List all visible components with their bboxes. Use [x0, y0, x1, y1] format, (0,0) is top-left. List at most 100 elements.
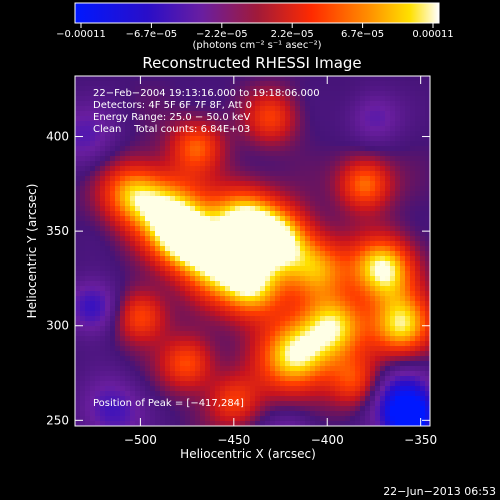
heatmap-cell	[85, 86, 91, 92]
heatmap-cell	[245, 211, 251, 217]
heatmap-cell	[75, 146, 81, 152]
heatmap-cell	[240, 86, 246, 92]
heatmap-cell	[260, 301, 266, 307]
heatmap-cell	[285, 131, 291, 137]
heatmap-cell	[175, 101, 181, 107]
heatmap-cell	[245, 111, 251, 117]
heatmap-cell	[365, 276, 371, 282]
heatmap-cell	[210, 216, 216, 222]
heatmap-cell	[395, 121, 401, 127]
heatmap-cell	[280, 351, 286, 357]
heatmap-cell	[280, 251, 286, 257]
heatmap-cell	[275, 291, 281, 297]
heatmap-cell	[330, 356, 336, 362]
heatmap-cell	[370, 326, 376, 332]
heatmap-cell	[400, 346, 406, 352]
heatmap-cell	[220, 91, 226, 97]
heatmap-cell	[360, 226, 366, 232]
heatmap-cell	[210, 311, 216, 317]
heatmap-cell	[360, 416, 366, 422]
heatmap-cell	[270, 321, 276, 327]
heatmap-cell	[390, 126, 396, 132]
heatmap-cell	[180, 261, 186, 267]
heatmap-cell	[155, 351, 161, 357]
heatmap-cell	[380, 306, 386, 312]
heatmap-cell	[115, 246, 121, 252]
heatmap-cell	[215, 276, 221, 282]
heatmap-cell	[255, 296, 261, 302]
heatmap-cell	[75, 346, 81, 352]
heatmap-cell	[160, 256, 166, 262]
heatmap-cell	[165, 141, 171, 147]
heatmap-cell	[225, 106, 231, 112]
heatmap-cell	[145, 401, 151, 407]
heatmap-cell	[425, 116, 430, 122]
heatmap-cell	[305, 391, 311, 397]
heatmap-cell	[230, 86, 236, 92]
heatmap-cell	[205, 216, 211, 222]
heatmap-cell	[320, 331, 326, 337]
heatmap-cell	[310, 351, 316, 357]
heatmap-cell	[195, 141, 201, 147]
heatmap-cell	[245, 256, 251, 262]
heatmap-cell	[270, 411, 276, 417]
heatmap-cell	[240, 106, 246, 112]
heatmap-cell	[90, 206, 96, 212]
heatmap-cell	[280, 286, 286, 292]
heatmap-cell	[230, 76, 236, 82]
heatmap-cell	[330, 346, 336, 352]
heatmap-cell	[400, 371, 406, 377]
heatmap-cell	[185, 351, 191, 357]
heatmap-cell	[235, 106, 241, 112]
heatmap-cell	[115, 196, 121, 202]
heatmap-cell	[145, 111, 151, 117]
heatmap-cell	[220, 296, 226, 302]
heatmap-cell	[290, 306, 296, 312]
heatmap-cell	[170, 141, 176, 147]
heatmap-cell	[115, 161, 121, 167]
heatmap-cell	[135, 396, 141, 402]
heatmap-cell	[195, 281, 201, 287]
heatmap-cell	[265, 246, 271, 252]
heatmap-cell	[185, 326, 191, 332]
heatmap-cell	[225, 421, 231, 426]
heatmap-cell	[305, 231, 311, 237]
heatmap-cell	[215, 391, 221, 397]
heatmap-cell	[300, 76, 306, 82]
heatmap-cell	[265, 221, 271, 227]
heatmap-cell	[115, 241, 121, 247]
heatmap-cell	[260, 331, 266, 337]
heatmap-cell	[175, 106, 181, 112]
heatmap-cell	[395, 316, 401, 322]
heatmap-cell	[265, 316, 271, 322]
heatmap-cell	[425, 101, 430, 107]
heatmap-cell	[405, 226, 411, 232]
heatmap-cell	[100, 236, 106, 242]
heatmap-cell	[400, 91, 406, 97]
heatmap-cell	[180, 291, 186, 297]
heatmap-cell	[295, 251, 301, 257]
heatmap-cell	[160, 196, 166, 202]
heatmap-cell	[400, 386, 406, 392]
heatmap-cell	[80, 141, 86, 147]
heatmap-cell	[85, 291, 91, 297]
heatmap-cell	[295, 136, 301, 142]
heatmap-cell	[305, 246, 311, 252]
heatmap-cell	[220, 111, 226, 117]
heatmap-cell	[80, 111, 86, 117]
heatmap-cell	[235, 336, 241, 342]
heatmap-cell	[275, 146, 281, 152]
heatmap-cell	[80, 101, 86, 107]
heatmap-cell	[175, 186, 181, 192]
heatmap-cell	[260, 81, 266, 87]
heatmap-cell	[415, 311, 421, 317]
heatmap-cell	[135, 76, 141, 82]
heatmap-cell	[360, 271, 366, 277]
heatmap-cell	[100, 101, 106, 107]
heatmap-cell	[255, 331, 261, 337]
heatmap-cell	[425, 421, 430, 426]
heatmap-cell	[160, 151, 166, 157]
heatmap-cell	[215, 266, 221, 272]
heatmap-cell	[405, 306, 411, 312]
heatmap-cell	[125, 306, 131, 312]
